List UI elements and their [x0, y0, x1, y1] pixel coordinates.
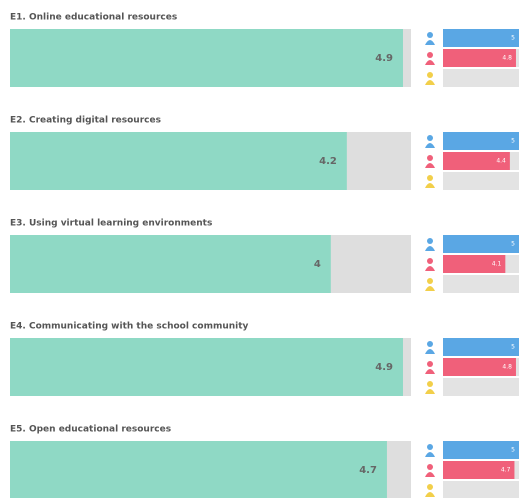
person-icon-body: [425, 369, 435, 374]
section-title: E2. Creating digital resources: [10, 116, 161, 126]
person-icon-head: [427, 72, 433, 78]
sub-bar-track: [443, 275, 519, 293]
person-icon-head: [427, 52, 433, 58]
sub-value-label: 5: [511, 241, 515, 248]
sub-bar-track: [443, 481, 519, 498]
sub-value-label: 4.1: [492, 261, 502, 268]
person-icon-head: [427, 444, 433, 450]
person-icon-head: [427, 464, 433, 470]
person-icon-head: [427, 361, 433, 367]
sub-value-label: 5: [511, 138, 515, 145]
person-icon-body: [425, 349, 435, 354]
person-icon-head: [427, 32, 433, 38]
person-icon-body: [425, 389, 435, 394]
person-icon-body: [425, 80, 435, 85]
sub-bar: [443, 235, 519, 253]
person-icon-head: [427, 278, 433, 284]
sub-bar: [443, 255, 506, 273]
person-icon-body: [425, 183, 435, 188]
person-icon-body: [425, 452, 435, 457]
person-icon-head: [427, 381, 433, 387]
person-icon-head: [427, 484, 433, 490]
sub-value-label: 4.8: [502, 55, 512, 62]
person-icon-head: [427, 341, 433, 347]
person-icon-body: [425, 143, 435, 148]
sub-value-label: 4.7: [501, 467, 511, 474]
sub-bar: [443, 461, 515, 479]
person-icon-head: [427, 258, 433, 264]
sub-bar-track: [443, 69, 519, 87]
person-icon-body: [425, 60, 435, 65]
bar: [10, 441, 387, 498]
value-label: 4.2: [319, 156, 337, 167]
sub-value-label: 4.8: [502, 364, 512, 371]
person-icon-body: [425, 286, 435, 291]
section-title: E4. Communicating with the school commun…: [10, 322, 249, 332]
person-icon-body: [425, 266, 435, 271]
person-icon-body: [425, 40, 435, 45]
person-icon-head: [427, 175, 433, 181]
sub-value-label: 5: [511, 35, 515, 42]
person-icon-head: [427, 155, 433, 161]
bar: [10, 235, 331, 293]
sub-bar: [443, 29, 519, 47]
person-icon-head: [427, 238, 433, 244]
sub-bar: [443, 441, 519, 459]
value-label: 4.7: [359, 465, 377, 476]
sub-value-label: 5: [511, 447, 515, 454]
section-title: E5. Open educational resources: [10, 425, 171, 435]
sub-bar-track: [443, 378, 519, 396]
sub-bar: [443, 49, 516, 67]
sub-bar: [443, 132, 519, 150]
person-icon-body: [425, 246, 435, 251]
bar: [10, 338, 403, 396]
sub-bar: [443, 358, 516, 376]
section-title: E3. Using virtual learning environments: [10, 219, 212, 229]
sub-value-label: 5: [511, 344, 515, 351]
section-title: E1. Online educational resources: [10, 13, 177, 23]
person-icon-body: [425, 492, 435, 497]
sub-bar-track: [443, 172, 519, 190]
bar: [10, 29, 403, 87]
sub-bar: [443, 338, 519, 356]
value-label: 4.9: [375, 53, 393, 64]
bar: [10, 132, 347, 190]
sub-bar: [443, 152, 510, 170]
sub-value-label: 4.4: [496, 158, 506, 165]
value-label: 4: [314, 259, 321, 270]
value-label: 4.9: [375, 362, 393, 373]
person-icon-head: [427, 135, 433, 141]
person-icon-body: [425, 472, 435, 477]
person-icon-body: [425, 163, 435, 168]
